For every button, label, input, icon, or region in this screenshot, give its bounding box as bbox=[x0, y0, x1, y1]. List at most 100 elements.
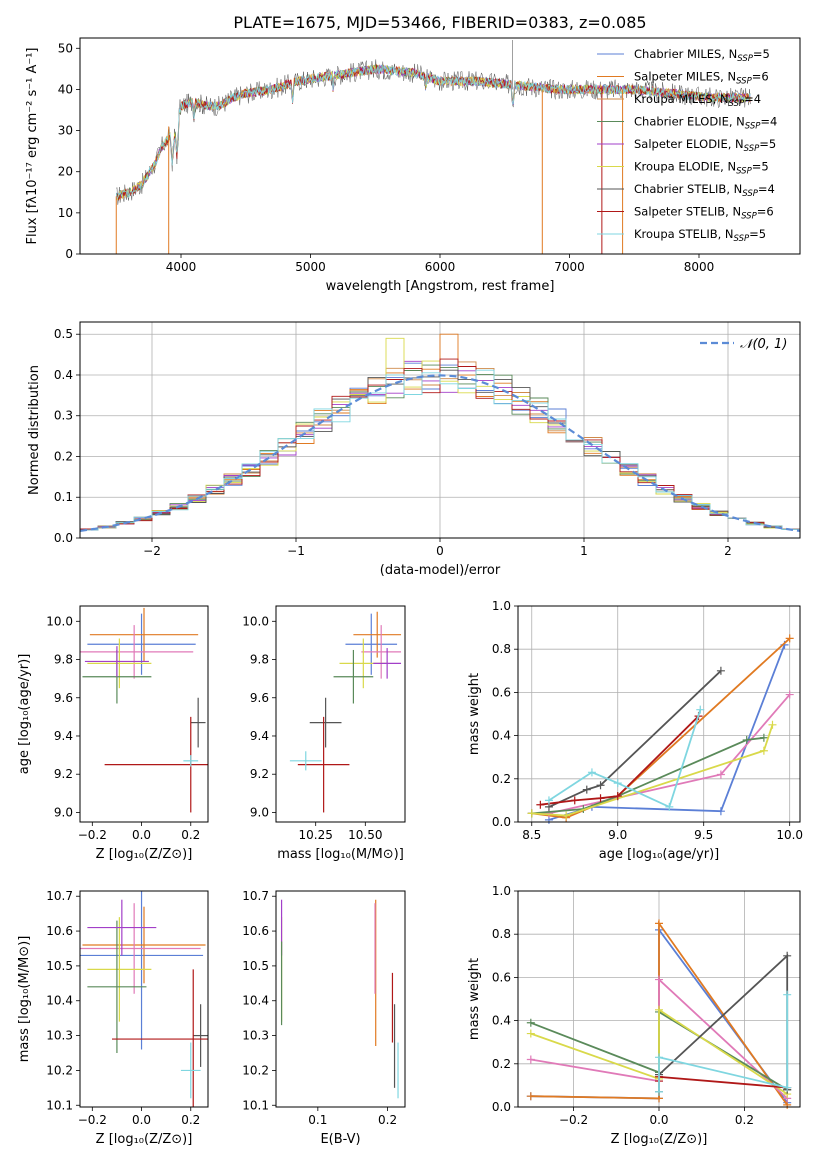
y-tick-label: 10.0 bbox=[242, 614, 269, 628]
weight-marker bbox=[613, 779, 622, 788]
axes-frame bbox=[79, 321, 801, 539]
x-tick-label: 0.1 bbox=[308, 1113, 327, 1127]
y-tick-label: 0.4 bbox=[492, 729, 511, 743]
x-tick-label: 2 bbox=[724, 544, 732, 558]
axes-frame bbox=[275, 605, 406, 823]
weight-marker bbox=[526, 1055, 535, 1064]
x-tick-label: 10.0 bbox=[776, 828, 803, 842]
axes-frame bbox=[517, 605, 801, 823]
age-vs-metallicity-panel: −0.2 0.0 0.2 9.0 9.2 9.4 9.6 9.8 10.0 Z [log₁₀(Z/… bbox=[17, 605, 209, 862]
y-tick-label: 9.8 bbox=[250, 653, 269, 667]
age-vs-mass-panel: 10.25 10.50 9.0 9.2 9.4 9.6 9.8 10.0 mass [log₁₀… bbox=[242, 605, 406, 862]
weight-marker bbox=[768, 720, 777, 729]
y-tick-label: 10.4 bbox=[242, 994, 269, 1008]
weight-marker bbox=[655, 919, 663, 928]
x-tick-label: 0 bbox=[436, 544, 444, 558]
y-tick-label: 9.4 bbox=[54, 729, 73, 743]
mass-weight-vs-metallicity-panel: −0.2 0.0 0.2 0.0 0.2 0.4 0.6 0.8 1.0 Z [log₁₀(Z/Z… bbox=[467, 884, 801, 1147]
x-axis-label: Z [log₁₀(Z/Z⊙)] bbox=[611, 1132, 708, 1147]
x-tick-label: −0.2 bbox=[78, 1113, 107, 1127]
y-tick-label: 0.2 bbox=[492, 1057, 511, 1071]
weight-line bbox=[530, 1008, 788, 1095]
x-tick-label: 5000 bbox=[295, 260, 326, 274]
legend-label: Kroupa ELODIE, NSSP=5 bbox=[634, 160, 769, 177]
x-tick-label: −2 bbox=[143, 544, 161, 558]
weight-line bbox=[548, 670, 722, 808]
weight-marker bbox=[526, 1029, 535, 1038]
legend-label: Kroupa MILES, NSSP=4 bbox=[634, 92, 761, 109]
weight-marker bbox=[742, 735, 751, 744]
y-tick-label: 0.8 bbox=[492, 927, 511, 941]
weight-marker bbox=[785, 634, 794, 643]
y-axis-label: mass weight bbox=[467, 673, 482, 755]
y-tick-label: 10 bbox=[58, 206, 73, 220]
y-tick-label: 1.0 bbox=[492, 884, 511, 898]
y-tick-label: 0.4 bbox=[54, 368, 73, 382]
spectrum-line bbox=[115, 64, 751, 202]
legend-label: Salpeter ELODIE, NSSP=5 bbox=[634, 137, 776, 154]
x-axis-label: E(B-V) bbox=[320, 1132, 360, 1147]
y-axis-label: Normed distribution bbox=[27, 365, 42, 495]
y-tick-label: 10.5 bbox=[46, 959, 73, 973]
y-tick-label: 20 bbox=[58, 165, 73, 179]
weight-marker bbox=[526, 1092, 535, 1101]
x-tick-label: −1 bbox=[287, 544, 305, 558]
y-tick-label: 40 bbox=[58, 82, 73, 96]
y-tick-label: 1.0 bbox=[492, 599, 511, 613]
y-tick-label: 0.2 bbox=[54, 449, 73, 463]
weight-marker bbox=[527, 809, 536, 818]
weight-marker bbox=[759, 733, 768, 742]
legend-label: Chabrier MILES, NSSP=5 bbox=[634, 47, 770, 64]
weight-marker bbox=[783, 951, 792, 960]
gaussian-curve bbox=[79, 374, 801, 532]
weight-marker bbox=[665, 802, 674, 811]
weight-marker bbox=[596, 794, 605, 803]
y-tick-label: 0.0 bbox=[54, 531, 73, 545]
weight-marker bbox=[783, 1083, 792, 1092]
weight-marker bbox=[655, 1087, 663, 1096]
x-tick-label: 9.0 bbox=[608, 828, 627, 842]
y-tick-label: 10.5 bbox=[242, 959, 269, 973]
legend-label: Kroupa STELIB, NSSP=5 bbox=[634, 227, 766, 244]
y-axis-label: Flux [fλ10⁻¹⁷ erg cm⁻² s⁻¹ A⁻¹] bbox=[25, 48, 40, 245]
x-tick-label: 0.0 bbox=[649, 1113, 668, 1127]
weight-marker bbox=[655, 975, 663, 984]
y-tick-label: 10.4 bbox=[46, 994, 73, 1008]
x-tick-label: 0.2 bbox=[181, 828, 200, 842]
x-tick-label: 6000 bbox=[425, 260, 456, 274]
weight-line bbox=[531, 724, 774, 817]
weight-marker bbox=[716, 666, 725, 675]
y-tick-label: 10.1 bbox=[46, 1098, 73, 1112]
x-axis-label: wavelength [Angstrom, rest frame] bbox=[326, 279, 555, 294]
y-tick-label: 9.0 bbox=[250, 805, 269, 819]
weight-marker bbox=[536, 800, 545, 809]
y-tick-label: 0.5 bbox=[54, 327, 73, 341]
weight-marker bbox=[655, 1053, 663, 1062]
y-tick-label: 10.2 bbox=[46, 1063, 73, 1077]
y-tick-label: 10.6 bbox=[242, 924, 269, 938]
weight-marker bbox=[570, 796, 579, 805]
y-tick-label: 9.2 bbox=[54, 767, 73, 781]
x-tick-label: 0.0 bbox=[132, 1113, 151, 1127]
weight-line bbox=[658, 994, 789, 1092]
weight-marker bbox=[783, 990, 792, 999]
x-tick-label: 10.25 bbox=[299, 828, 333, 842]
weight-marker bbox=[613, 792, 622, 801]
y-tick-label: 0.4 bbox=[492, 1014, 511, 1028]
legend-label: Chabrier ELODIE, NSSP=4 bbox=[634, 115, 777, 132]
spectrum-line bbox=[115, 64, 751, 200]
y-tick-label: 10.3 bbox=[46, 1029, 73, 1043]
weight-marker bbox=[526, 1018, 535, 1027]
x-axis-label: mass [log₁₀(M/M⊙)] bbox=[277, 847, 404, 862]
y-tick-label: 0.6 bbox=[492, 685, 511, 699]
y-tick-label: 0 bbox=[65, 247, 73, 261]
y-tick-label: 10.7 bbox=[242, 889, 269, 903]
weight-marker bbox=[785, 690, 794, 699]
y-tick-label: 10.2 bbox=[242, 1063, 269, 1077]
y-tick-label: 9.2 bbox=[250, 767, 269, 781]
legend-label: Salpeter MILES, NSSP=6 bbox=[634, 70, 769, 87]
weight-marker bbox=[587, 768, 596, 777]
x-tick-label: 8000 bbox=[684, 260, 715, 274]
y-tick-label: 10.0 bbox=[46, 614, 73, 628]
